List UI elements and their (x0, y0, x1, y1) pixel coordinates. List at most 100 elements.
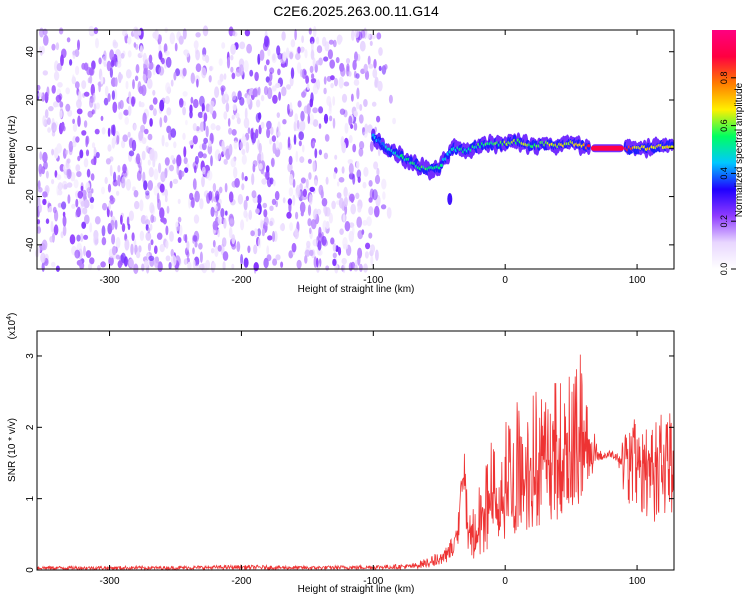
spectrogram-noise-cell (142, 112, 147, 125)
spectrogram-noise-cell (165, 255, 171, 262)
spectrogram-noise-cell (288, 155, 293, 165)
spectrogram-noise-cell (76, 234, 81, 242)
spectrogram-noise-cell (199, 121, 205, 132)
spectrogram-noise-cell (160, 171, 166, 183)
spectrogram-noise-cell (318, 106, 324, 114)
spectrogram-noise-cell (388, 94, 393, 104)
spectrogram-noise-cell (190, 72, 195, 84)
spectrogram-noise-cell (39, 151, 43, 161)
spectrogram-noise-cell (211, 262, 216, 269)
spectrogram-noise-cell (243, 117, 250, 129)
spectrogram-noise-cell (57, 189, 63, 196)
spectrogram-noise-cell (257, 228, 261, 237)
spectrogram-noise-cell (181, 170, 185, 177)
spectrogram-noise-cell (150, 214, 155, 223)
spectrogram-noise-cell (278, 91, 281, 101)
spectrogram-noise-cell (217, 228, 221, 238)
spectrogram-noise-cell (61, 201, 67, 210)
spectrogram-noise-cell (257, 112, 262, 120)
spectrogram-noise-cell (178, 35, 184, 45)
spectrogram-noise-cell (58, 27, 64, 35)
spectrogram-noise-cell (293, 121, 297, 132)
spectrogram-noise-cell (348, 230, 354, 243)
spectrogram-noise-cell (308, 172, 312, 180)
spectrogram-noise-cell (192, 247, 195, 255)
spectrogram-noise-cell (93, 234, 99, 246)
spectrogram-noise-cell (282, 197, 286, 204)
spectrogram-noise-cell (265, 59, 270, 66)
spectrogram-noise-cell (111, 137, 116, 149)
spectrogram-noise-cell (138, 245, 142, 253)
spectrogram-noise-cell (294, 28, 297, 41)
spectrogram-noise-cell (81, 221, 87, 229)
spectrogram-noise-cell (183, 146, 187, 158)
spectrogram-noise-cell (380, 204, 387, 210)
spectrogram-noise-cell (326, 95, 332, 107)
spectrogram-noise-cell (312, 107, 318, 114)
spectrogram-noise-cell (140, 214, 147, 225)
spectrogram-noise-cell (221, 42, 226, 49)
spectrogram-noise-cell (288, 187, 294, 197)
spectrogram-noise-cell (358, 114, 364, 124)
spectrogram-noise-cell (282, 119, 287, 125)
spectrogram-noise-cell (323, 76, 327, 85)
spectrogram-noise-cell (277, 130, 281, 137)
spectrogram-noise-cell (278, 141, 283, 151)
spectrogram-noise-cell (38, 163, 43, 175)
spectrogram-noise-cell (85, 135, 90, 145)
spectrogram-noise-cell (161, 134, 165, 147)
spectrogram-x-tick-label: -300 (100, 275, 120, 286)
spectrogram-noise-cell (194, 241, 198, 248)
spectrogram-noise-cell (165, 56, 172, 68)
spectrogram-noise-cell (60, 231, 64, 239)
spectrogram-noise-cell (289, 102, 293, 112)
spectrogram-noise-cell (288, 201, 292, 213)
spectrogram-noise-cell (309, 227, 312, 235)
spectrogram-noise-cell (231, 91, 237, 101)
spectrogram-noise-cell (201, 142, 207, 151)
spectrogram-noise-cell (196, 78, 199, 88)
svg-text:(x104): (x104) (6, 313, 18, 340)
spectrogram-noise-cell (348, 115, 353, 126)
spectrogram-noise-cell (252, 163, 256, 173)
spectrogram-noise-cell (111, 234, 116, 245)
spectrogram-noise-cell (300, 110, 305, 122)
spectrogram-noise-cell (330, 82, 334, 89)
spectrogram-noise-cell (182, 132, 186, 140)
spectrogram-noise-cell (110, 219, 115, 231)
spectrogram-noise-cell (330, 237, 335, 245)
spectrogram-noise-cell (152, 157, 156, 168)
spectrogram-noise-cell (208, 190, 213, 201)
spectrogram-noise-cell (72, 141, 77, 148)
spectrogram-noise-cell (105, 158, 111, 165)
spectrogram-noise-cell (290, 39, 296, 48)
spectrogram-noise-cell (323, 113, 329, 124)
spectrogram-noise-cell (203, 137, 209, 144)
spectrogram-noise-cell (51, 122, 57, 133)
spectrogram-noise-cell (205, 259, 211, 271)
spectrogram-noise-cell (244, 29, 251, 37)
spectrogram-noise-cell (325, 221, 330, 229)
spectrogram-noise-cell (253, 262, 259, 272)
spectrogram-noise-cell (107, 144, 112, 152)
spectrogram-noise-cell (205, 125, 209, 138)
spectrogram-noise-cell (149, 104, 154, 111)
spectrogram-noise-cell (351, 30, 355, 41)
spectrogram-noise-cell (384, 64, 388, 70)
spectrogram-noise-cell (275, 254, 281, 261)
spectrogram-noise-cell (177, 237, 182, 243)
spectrogram-noise-cell (372, 68, 378, 79)
spectrogram-noise-cell (144, 128, 149, 135)
spectrogram-noise-cell (47, 127, 51, 133)
spectrogram-noise-cell (322, 36, 327, 47)
spectrogram-noise-cell (363, 166, 369, 177)
spectrogram-noise-cell (135, 153, 141, 165)
spectrogram-noise-cell (296, 62, 302, 74)
spectrogram-noise-cell (369, 141, 374, 152)
spectrogram-noise-cell (311, 41, 314, 53)
spectrogram-noise-cell (48, 106, 54, 112)
spectrogram-noise-cell (356, 169, 362, 179)
spectrogram-noise-cell (148, 167, 154, 178)
spectrogram-noise-cell (364, 123, 369, 134)
spectrogram-noise-cell (374, 205, 380, 218)
